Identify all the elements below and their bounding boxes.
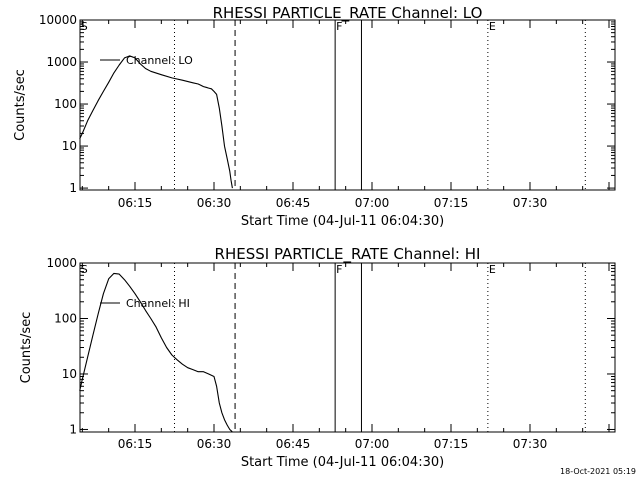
y-axis-label: Counts/sec — [13, 69, 28, 141]
chart-title: RHESSI PARTICLE_RATE Channel: LO — [213, 4, 483, 23]
x-tick-label: 06:45 — [276, 196, 311, 210]
y-tick-label: 1000 — [46, 256, 77, 270]
series-line — [79, 272, 233, 433]
y-tick-label: 10000 — [39, 13, 77, 27]
x-tick-label: 07:00 — [355, 437, 390, 451]
x-tick-label: 07:15 — [434, 196, 469, 210]
y-tick-label: 1 — [69, 422, 77, 436]
x-axis-label: Start Time (04-Jul-11 06:04:30) — [241, 455, 444, 470]
x-tick-label: 06:15 — [118, 196, 153, 210]
y-tick-label: 100 — [54, 311, 77, 325]
x-tick-label: 07:00 — [355, 196, 390, 210]
event-marker-label: F — [336, 20, 342, 33]
legend-label: Channel: LO — [126, 54, 193, 67]
y-tick-label: 10 — [62, 139, 77, 153]
chart-panel-hi: RHESSI PARTICLE_RATE Channel: HI 06:15 06:… — [19, 245, 616, 470]
x-tick-label: 06:45 — [276, 437, 311, 451]
series-line — [79, 55, 233, 189]
footer-timestamp: 18-Oct-2021 05:19 — [560, 467, 636, 476]
legend-label: Channel: HI — [126, 297, 190, 310]
y-tick-label: 1000 — [46, 55, 77, 69]
x-axis-label: Start Time (04-Jul-11 06:04:30) — [241, 214, 444, 229]
y-tick-label: 100 — [54, 97, 77, 111]
plot-frame — [79, 262, 616, 433]
x-tick-label: 07:30 — [513, 437, 548, 451]
x-tick-label: 06:15 — [118, 437, 153, 451]
x-tick-label: 06:30 — [197, 437, 232, 451]
event-marker-label: S — [81, 263, 88, 276]
event-marker-label: E — [489, 20, 496, 33]
y-tick-label: 10 — [62, 367, 77, 381]
x-tick-label: 07:30 — [513, 196, 548, 210]
plot-frame — [79, 19, 616, 191]
chart-panel-lo: RHESSI PARTICLE_RATE Channel: LO 06:15 06:… — [13, 4, 616, 229]
y-axis-label: Counts/sec — [19, 312, 34, 384]
event-marker-label: E — [489, 263, 496, 276]
x-tick-label: 07:15 — [434, 437, 469, 451]
event-marker-label: F — [336, 263, 342, 276]
y-tick-label: 1 — [69, 181, 77, 195]
x-tick-label: 06:30 — [197, 196, 232, 210]
chart-title: RHESSI PARTICLE_RATE Channel: HI — [215, 245, 481, 264]
event-marker-label: S — [81, 20, 88, 33]
